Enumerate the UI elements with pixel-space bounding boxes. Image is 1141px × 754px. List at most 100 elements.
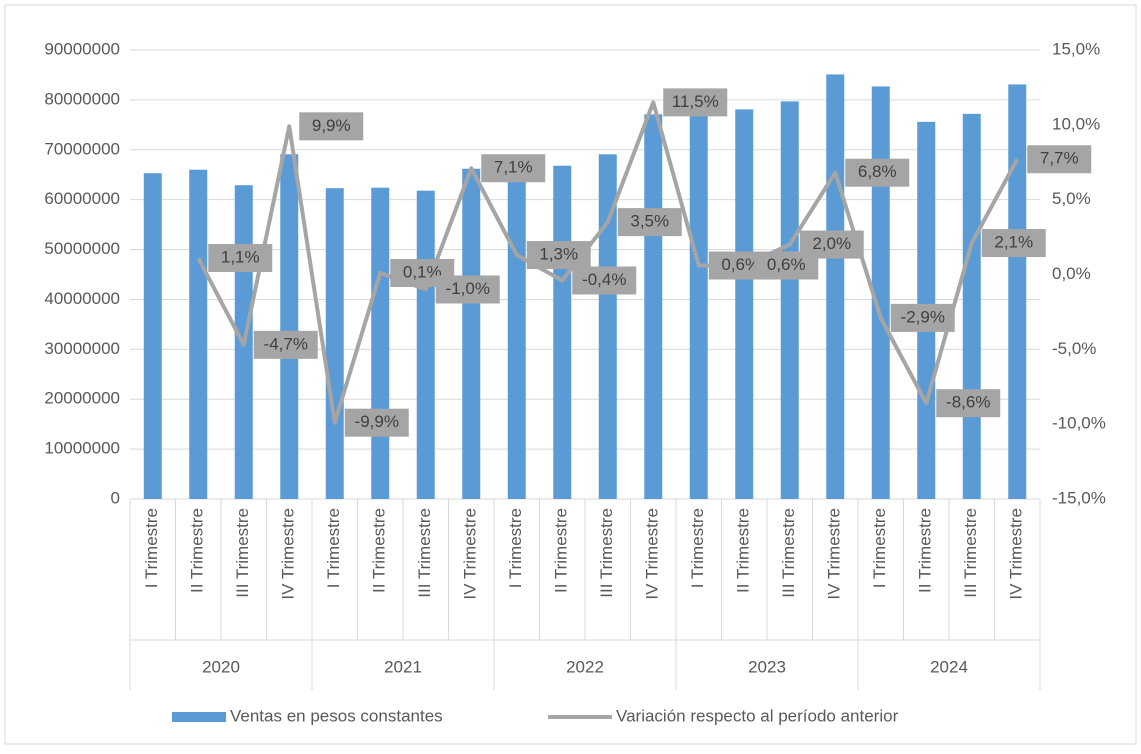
data-label-box	[435, 275, 500, 304]
x-tick-label: III Trimestre	[597, 508, 616, 598]
x-tick-label: III Trimestre	[961, 508, 980, 598]
data-label: 6,8%	[858, 162, 897, 181]
data-label-box	[344, 408, 409, 437]
y2-tick-label: 15,0%	[1052, 39, 1100, 58]
bar	[826, 74, 845, 499]
data-label: 7,7%	[1040, 149, 1079, 168]
year-label: 2021	[384, 657, 422, 676]
data-label-box	[890, 303, 955, 332]
data-label-box	[845, 158, 910, 187]
x-tick-label: I Trimestre	[142, 508, 161, 588]
y2-tick-label: -5,0%	[1052, 339, 1096, 358]
data-label-box	[481, 154, 546, 183]
x-tick-label: II Trimestre	[734, 508, 753, 593]
y2-tick-label: 5,0%	[1052, 189, 1091, 208]
y-tick-label: 60000000	[44, 189, 120, 208]
data-label-box	[572, 266, 637, 295]
data-label: -4,7%	[264, 334, 308, 353]
x-tick-label: I Trimestre	[688, 508, 707, 588]
y-tick-label: 20000000	[44, 389, 120, 408]
data-label-box	[299, 112, 364, 141]
x-tick-label: IV Trimestre	[643, 508, 662, 600]
y-tick-label: 10000000	[44, 439, 120, 458]
data-label: 1,1%	[221, 248, 260, 267]
bar	[735, 109, 754, 500]
data-label: -8,6%	[946, 393, 990, 412]
data-label-box	[1027, 145, 1092, 174]
data-label-box	[208, 244, 273, 273]
bar	[507, 164, 526, 499]
bar	[689, 111, 708, 500]
x-tick-label: II Trimestre	[916, 508, 935, 593]
data-label: 3,5%	[630, 212, 669, 231]
bar	[462, 168, 481, 500]
bar	[189, 169, 208, 499]
x-tick-label: II Trimestre	[188, 508, 207, 593]
legend-label: Ventas en pesos constantes	[230, 706, 443, 725]
y-tick-label: 30000000	[44, 339, 120, 358]
y2-tick-label: 0,0%	[1052, 264, 1091, 283]
y-tick-label: 50000000	[44, 239, 120, 258]
y-tick-label: 40000000	[44, 289, 120, 308]
year-label: 2022	[566, 657, 604, 676]
x-tick-label: III Trimestre	[415, 508, 434, 598]
bar	[325, 188, 344, 500]
x-tick-label: II Trimestre	[552, 508, 571, 593]
y2-tick-label: -10,0%	[1052, 414, 1106, 433]
data-label: 2,0%	[812, 234, 851, 253]
y-tick-label: 90000000	[44, 39, 120, 58]
bar	[371, 187, 390, 499]
x-tick-label: I Trimestre	[324, 508, 343, 588]
year-label: 2020	[202, 657, 240, 676]
data-label-box	[617, 208, 682, 237]
data-label: 0,6%	[721, 255, 760, 274]
bar	[962, 113, 981, 499]
data-label-box	[981, 229, 1046, 258]
data-label-box	[253, 330, 318, 359]
data-label: 1,3%	[539, 245, 578, 264]
data-label: 0,1%	[403, 262, 442, 281]
x-tick-label: II Trimestre	[370, 508, 389, 593]
x-tick-label: III Trimestre	[779, 508, 798, 598]
year-label: 2024	[930, 657, 968, 676]
bar	[598, 154, 617, 500]
data-label-box	[663, 88, 728, 117]
legend-swatch	[172, 712, 226, 722]
x-tick-label: IV Trimestre	[279, 508, 298, 600]
x-tick-label: III Trimestre	[233, 508, 252, 598]
data-label-box	[936, 389, 1001, 418]
bar	[553, 165, 572, 499]
data-label: -1,0%	[446, 279, 490, 298]
bar	[143, 173, 162, 499]
x-tick-label: IV Trimestre	[1007, 508, 1026, 600]
y-tick-label: 0	[111, 488, 120, 507]
x-tick-label: IV Trimestre	[461, 508, 480, 600]
y-tick-label: 80000000	[44, 89, 120, 108]
y2-tick-label: 10,0%	[1052, 114, 1100, 133]
x-tick-label: I Trimestre	[870, 508, 889, 588]
data-label: 11,5%	[672, 92, 719, 111]
data-label: 2,1%	[994, 233, 1033, 252]
data-label: 9,9%	[312, 116, 351, 135]
y2-tick-label: -15,0%	[1052, 488, 1106, 507]
data-label-box	[799, 230, 864, 259]
legend-label: Variación respecto al período anterior	[616, 706, 899, 725]
data-label: -0,4%	[582, 270, 626, 289]
x-tick-label: IV Trimestre	[825, 508, 844, 600]
bar	[416, 190, 435, 500]
line	[196, 100, 1020, 425]
x-tick-label: I Trimestre	[506, 508, 525, 588]
y-tick-label: 70000000	[44, 139, 120, 158]
data-label-box	[526, 241, 591, 270]
bar	[644, 114, 663, 500]
data-label: -9,9%	[355, 412, 399, 431]
data-label: 7,1%	[494, 158, 533, 177]
bar	[1008, 84, 1027, 499]
year-label: 2023	[748, 657, 786, 676]
bar	[280, 154, 299, 500]
bar	[871, 86, 890, 500]
bar	[780, 101, 799, 499]
data-label: -2,9%	[901, 307, 945, 326]
data-label: 0,6%	[767, 255, 806, 274]
